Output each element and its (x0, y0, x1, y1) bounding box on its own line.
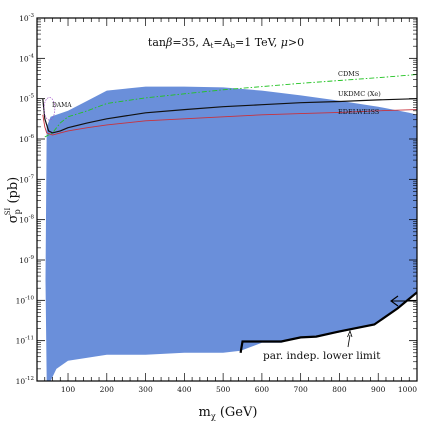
x-tick-label: 600 (255, 385, 270, 394)
y-tick-label: 10-7 (19, 174, 34, 184)
label-ukdmc: UKDMC (Xe) (338, 90, 381, 98)
x-tick-label: 500 (216, 385, 231, 394)
label-dama: DAMA (52, 102, 72, 109)
lower-limit-line (239, 291, 417, 353)
x-tick-label: 300 (138, 385, 153, 394)
arrow-left-head (390, 295, 399, 307)
x-tick-label: 1000 (398, 385, 417, 394)
lower-limit-pointer-head (347, 329, 353, 338)
lower-limit-pointer-line (347, 334, 351, 348)
y-tick-label: 10-10 (16, 295, 35, 305)
allowed-region (45, 86, 417, 381)
chart-title: tanβ=35, At=Ab=1 TeV, μ>0 (148, 36, 304, 50)
plot-frame (36, 17, 418, 382)
y-tick-label: 10-9 (19, 255, 34, 265)
axis-ticks: 10-3 10-4 10-5 10-6 10-7 10-8 10-9 10-10 10-11 10… (16, 13, 418, 394)
x-tick-label: 800 (332, 385, 347, 394)
x-tick-label: 700 (294, 385, 309, 394)
plot-area (42, 74, 417, 381)
y-axis-title: σpSI (pb) (4, 177, 22, 223)
x-tick-label: 900 (371, 385, 386, 394)
y-tick-label: 10-11 (16, 336, 34, 346)
y-tick-label: 10-8 (19, 215, 34, 225)
x-tick-label: 100 (61, 385, 76, 394)
series-ukdmc-line (42, 98, 417, 134)
y-tick-label: 10-4 (19, 53, 34, 63)
label-lower-limit: par. indep. lower limit (263, 350, 381, 362)
x-tick-label: 400 (177, 385, 192, 394)
x-tick-label: 200 (100, 385, 115, 394)
series-edelweiss-line (42, 109, 417, 136)
x-axis-title: mχ (GeV) (199, 405, 258, 421)
label-edelweiss: EDELWEISS (338, 108, 379, 116)
y-tick-label: 10-5 (19, 94, 34, 104)
y-tick-label: 10-12 (16, 376, 34, 386)
label-cdms: CDMS (338, 70, 359, 78)
y-tick-label: 10-3 (19, 13, 34, 23)
y-tick-label: 10-6 (19, 134, 34, 144)
dama-region (43, 97, 56, 121)
series-cdms-line (44, 74, 417, 138)
